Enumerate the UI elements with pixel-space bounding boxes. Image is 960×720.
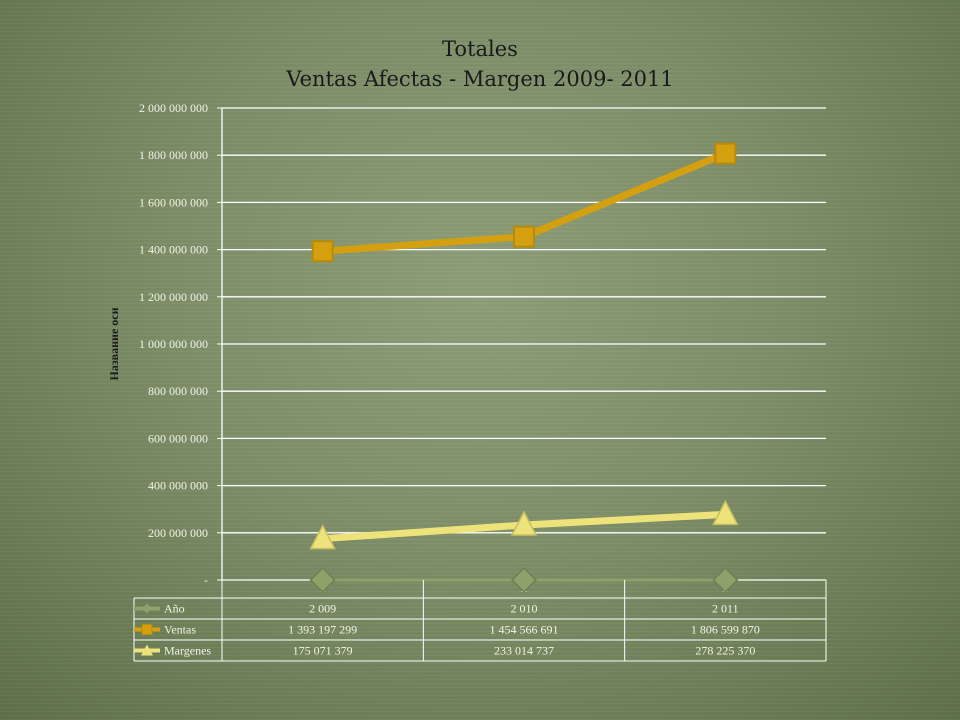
legend-entry: Año bbox=[164, 602, 185, 616]
data-point-año bbox=[309, 566, 336, 594]
data-table-cell: 2 009 bbox=[309, 602, 336, 616]
y-tick-label: 600 000 000 bbox=[148, 431, 208, 445]
legend-entry: Ventas bbox=[164, 623, 196, 637]
data-table-cell: 233 014 737 bbox=[494, 644, 554, 658]
y-tick-label: 1 400 000 000 bbox=[139, 243, 208, 257]
data-point-margenes bbox=[510, 510, 538, 536]
data-table-cell: 2 010 bbox=[511, 602, 538, 616]
data-point-ventas bbox=[513, 225, 535, 248]
chart-title-block: Totales Ventas Afectas - Margen 2009- 20… bbox=[0, 34, 960, 94]
data-point-año bbox=[510, 566, 538, 594]
y-axis-title: Название оси bbox=[107, 307, 121, 380]
data-table-cell: 2 011 bbox=[712, 602, 739, 616]
y-tick-label: 1 800 000 000 bbox=[139, 148, 208, 162]
legend-entry: Margenes bbox=[164, 644, 211, 658]
y-tick-label: 1 000 000 000 bbox=[139, 337, 208, 351]
data-table-cell: 1 806 599 870 bbox=[691, 623, 760, 637]
legend-key-marker bbox=[141, 644, 153, 656]
data-point-año bbox=[712, 566, 739, 594]
chart-subtitle: Ventas Afectas - Margen 2009- 2011 bbox=[286, 67, 674, 91]
y-tick-label: 400 000 000 bbox=[148, 479, 208, 493]
y-tick-label: 200 000 000 bbox=[148, 526, 208, 540]
data-point-ventas bbox=[311, 240, 334, 263]
data-table-cell: 1 454 566 691 bbox=[490, 623, 559, 637]
data-point-ventas bbox=[714, 142, 737, 165]
data-point-margenes bbox=[309, 524, 336, 550]
data-table-cell: 1 393 197 299 bbox=[288, 623, 357, 637]
y-tick-label: 1 600 000 000 bbox=[139, 195, 208, 209]
legend-key-marker bbox=[142, 603, 152, 614]
y-tick-label: 2 000 000 000 bbox=[139, 101, 208, 115]
y-tick-label: 1 200 000 000 bbox=[139, 290, 208, 304]
data-table-cell: 278 225 370 bbox=[695, 644, 755, 658]
data-point-margenes bbox=[712, 499, 739, 526]
data-table-cell: 175 071 379 bbox=[293, 644, 353, 658]
y-tick-label: - bbox=[204, 573, 208, 587]
y-tick-label: 800 000 000 bbox=[148, 384, 208, 398]
chart-title: Totales bbox=[442, 37, 518, 61]
legend-key-marker bbox=[141, 624, 153, 635]
